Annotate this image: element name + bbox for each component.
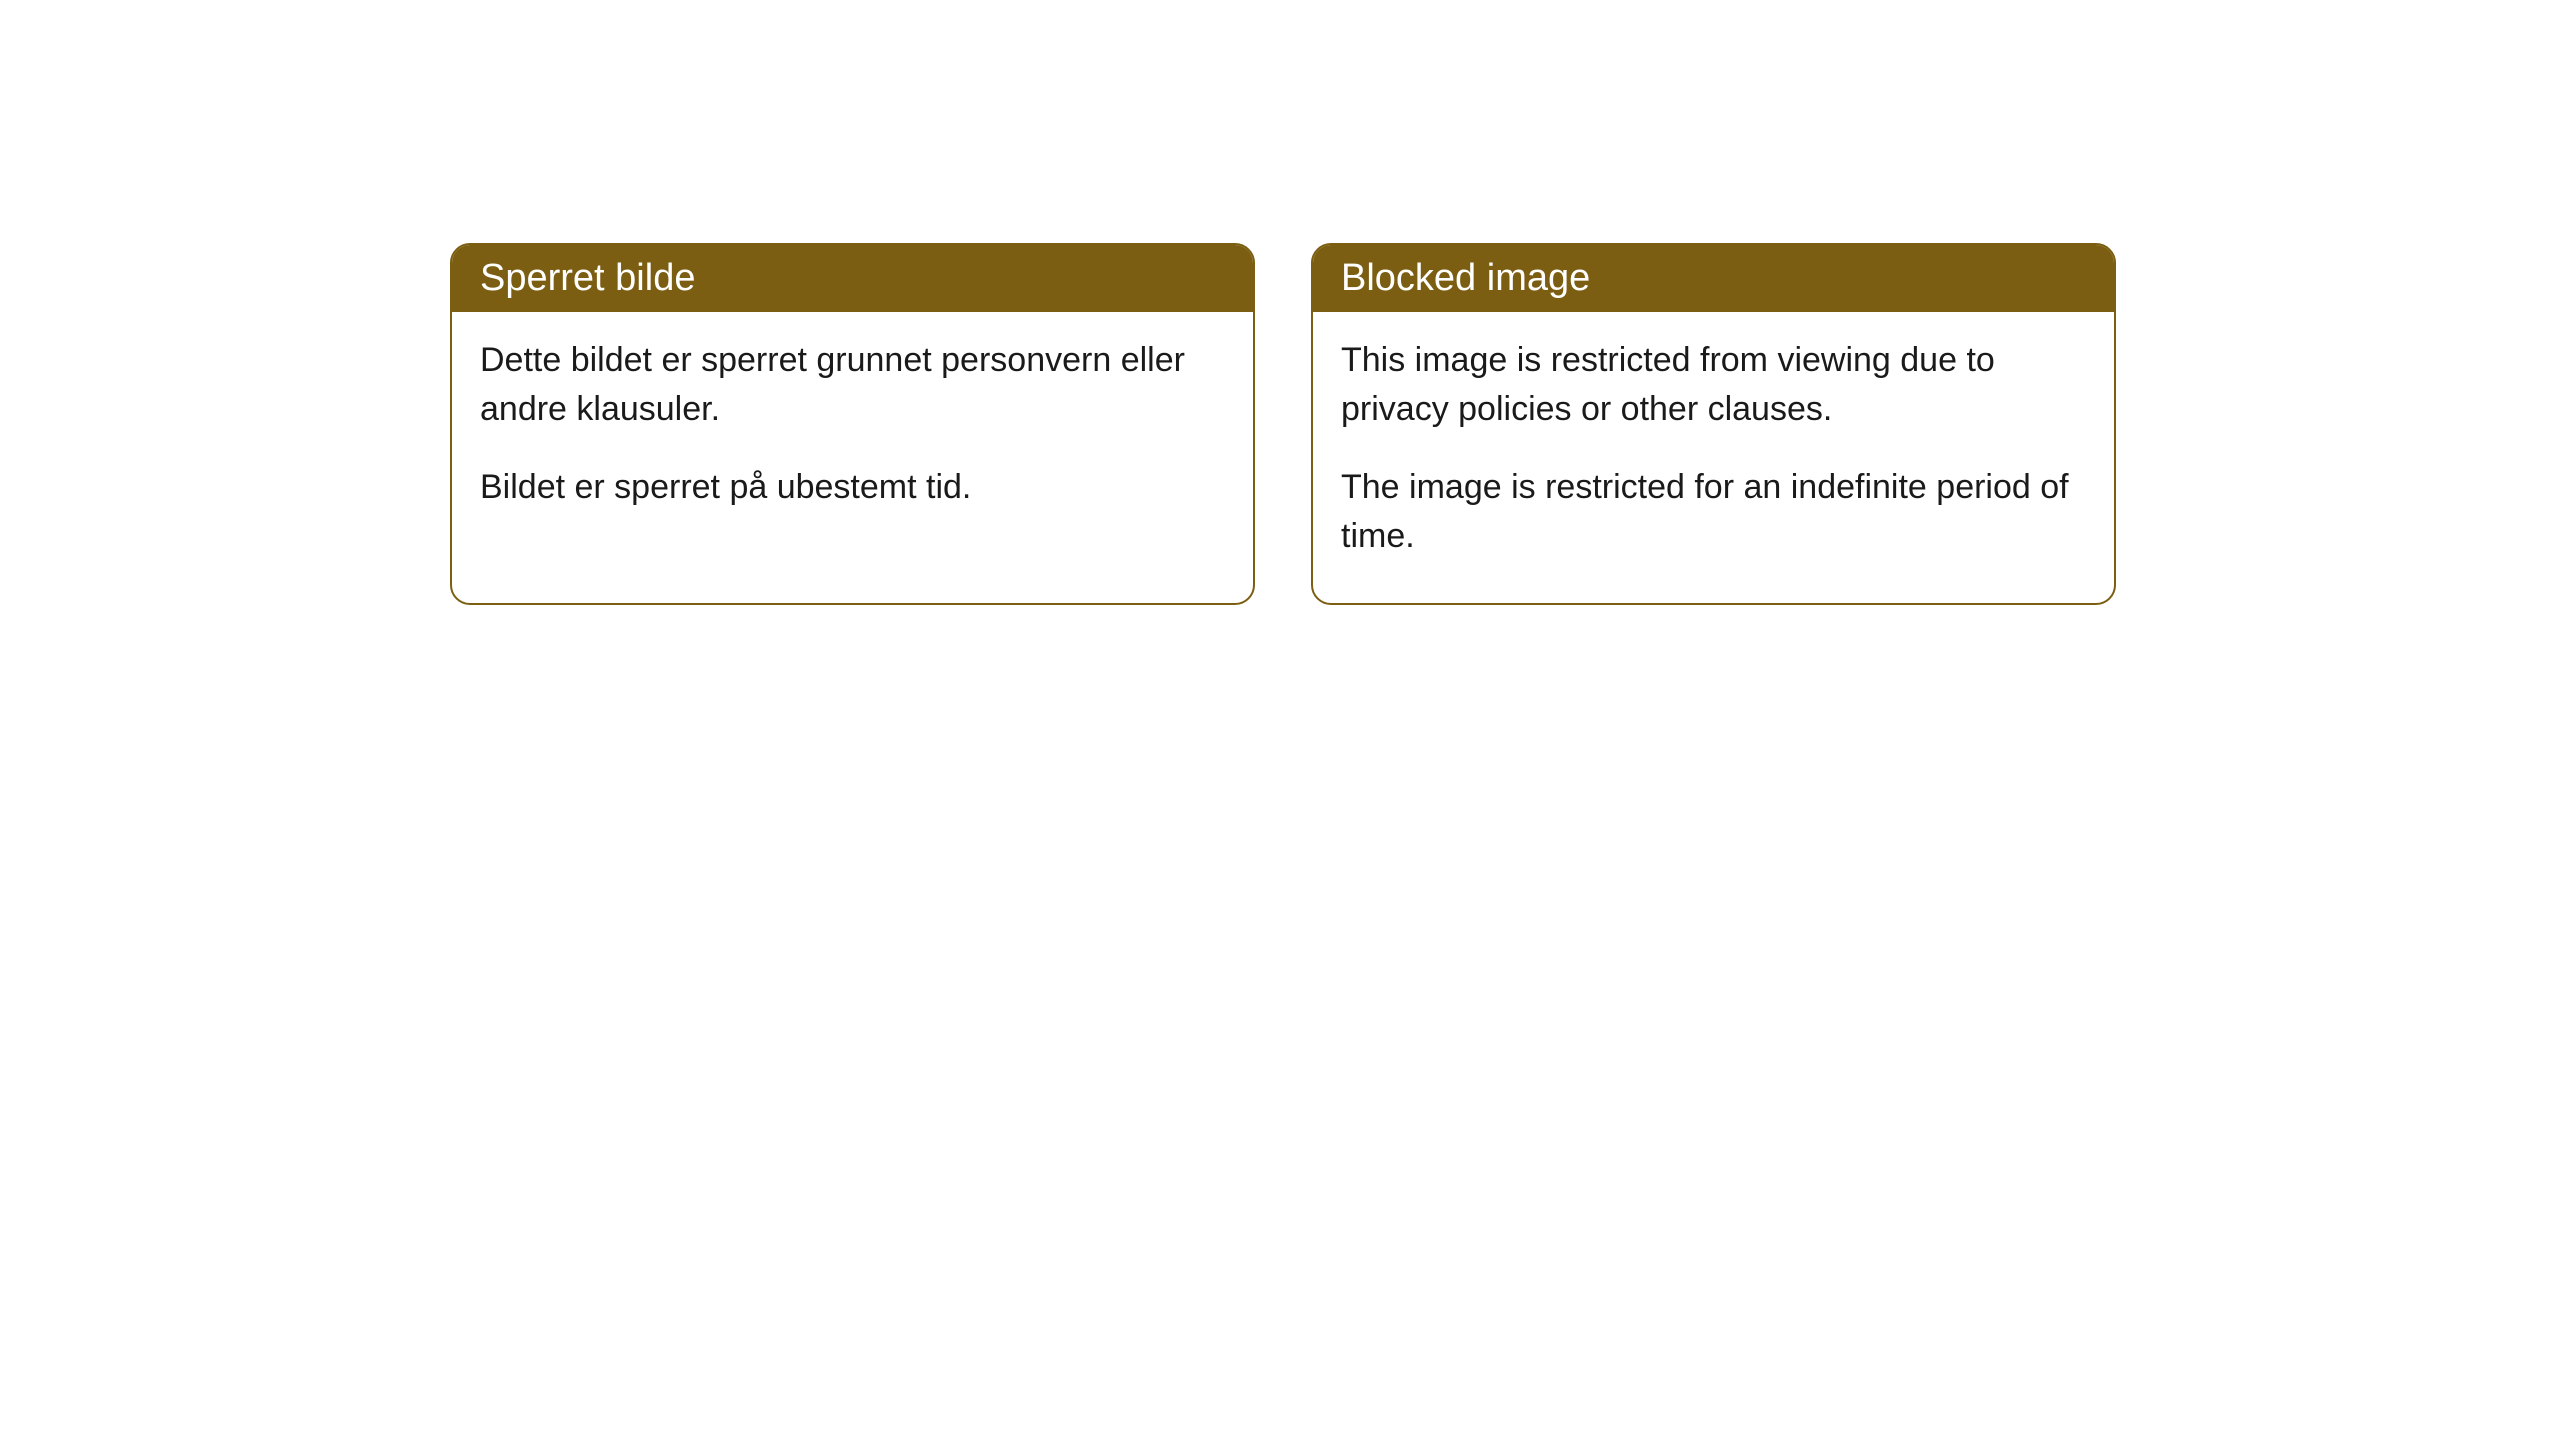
card-paragraph: This image is restricted from viewing du… — [1341, 336, 2086, 435]
card-paragraph: Bildet er sperret på ubestemt tid. — [480, 463, 1225, 512]
notice-card-english: Blocked image This image is restricted f… — [1311, 243, 2116, 605]
card-paragraph: Dette bildet er sperret grunnet personve… — [480, 336, 1225, 435]
notice-cards-container: Sperret bilde Dette bildet er sperret gr… — [450, 243, 2116, 605]
card-body: This image is restricted from viewing du… — [1313, 312, 2114, 603]
card-title: Blocked image — [1341, 257, 1590, 299]
card-body: Dette bildet er sperret grunnet personve… — [452, 312, 1253, 554]
notice-card-norwegian: Sperret bilde Dette bildet er sperret gr… — [450, 243, 1255, 605]
card-title: Sperret bilde — [480, 257, 695, 299]
card-paragraph: The image is restricted for an indefinit… — [1341, 463, 2086, 562]
card-header: Blocked image — [1313, 245, 2114, 312]
card-header: Sperret bilde — [452, 245, 1253, 312]
